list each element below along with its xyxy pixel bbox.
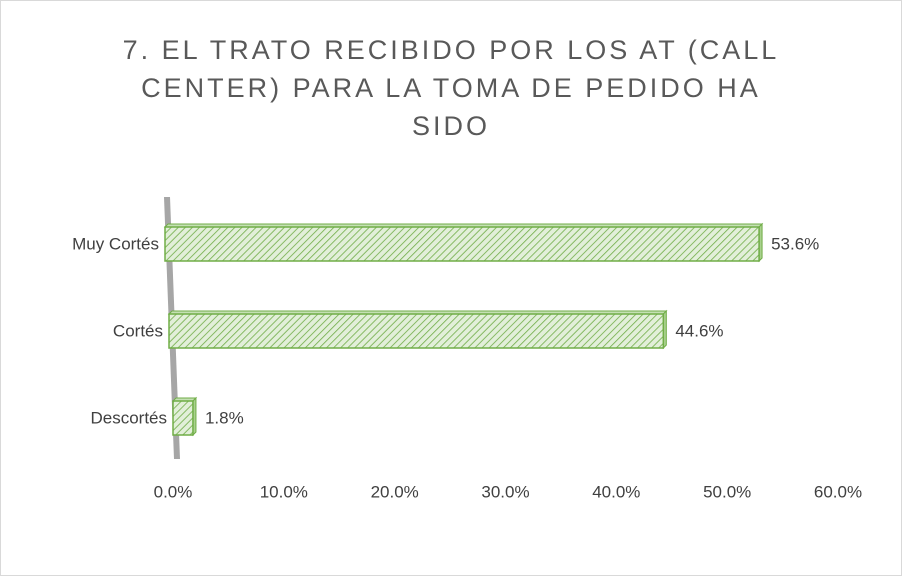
bar	[172, 400, 194, 436]
x-tick-label: 60.0%	[814, 482, 862, 501]
data-label: 1.8%	[205, 408, 244, 427]
x-tick-label: 40.0%	[592, 482, 640, 501]
data-label: 44.6%	[675, 321, 723, 340]
x-tick-label: 0.0%	[154, 482, 193, 501]
y-tick-label: Descortés	[90, 408, 167, 427]
data-label: 53.6%	[771, 234, 819, 253]
y-tick-label: Muy Cortés	[72, 234, 159, 253]
x-tick-label: 20.0%	[371, 482, 419, 501]
x-tick-label: 50.0%	[703, 482, 751, 501]
y-tick-label: Cortés	[113, 321, 163, 340]
bar	[168, 313, 665, 349]
x-tick-label: 30.0%	[481, 482, 529, 501]
bar	[164, 226, 760, 262]
chart-title: 7. EL TRATO RECIBIDO POR LOS AT (CALL CE…	[122, 35, 780, 141]
x-tick-label: 10.0%	[260, 482, 308, 501]
